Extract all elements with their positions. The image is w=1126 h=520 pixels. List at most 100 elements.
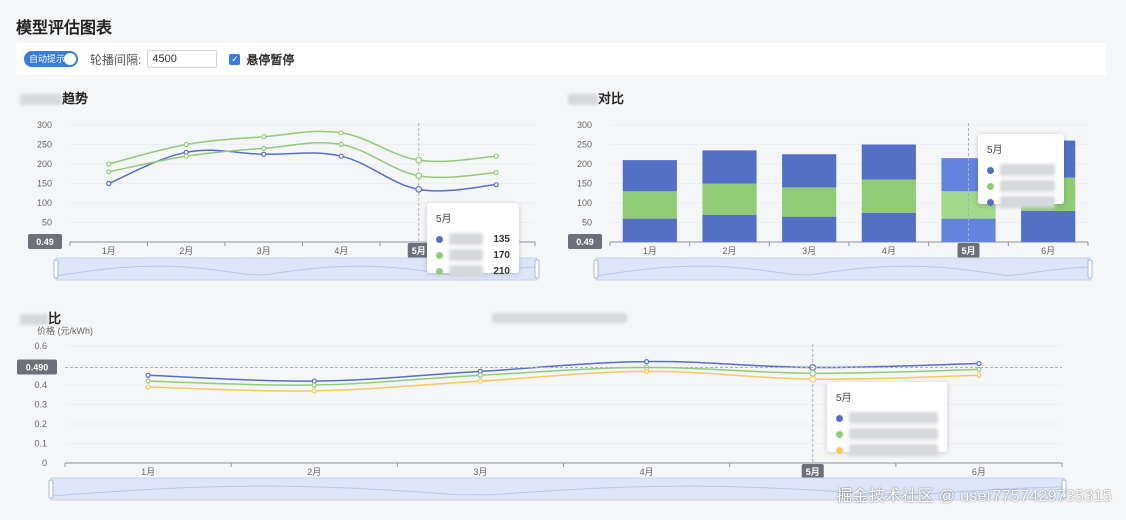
- series-line: [108, 142, 497, 179]
- tooltip-title: 5月: [987, 145, 1003, 156]
- axis-pointer-x-badge: [801, 464, 824, 479]
- y-tick-label: 0.6: [34, 341, 47, 351]
- zoom-handle-left[interactable]: [48, 479, 54, 499]
- axis-pointer-y-badge: [17, 359, 57, 375]
- price-title-text: 比: [48, 311, 62, 326]
- y-tick-label: 300: [577, 120, 592, 130]
- auto-tip-toggle[interactable]: 自动提示: [24, 51, 78, 67]
- hover-pause-label: 悬停暂停: [246, 52, 295, 67]
- y-tick-label: 300: [37, 120, 52, 130]
- data-point: [415, 172, 423, 180]
- zoom-handle-right[interactable]: [1087, 259, 1093, 279]
- price-chart-title: 比: [20, 308, 61, 327]
- tooltip-row: [987, 194, 1055, 210]
- data-point: [106, 169, 112, 175]
- bar-segment: [861, 212, 916, 242]
- y-axis-unit-label: 价格 (元/kWh): [37, 325, 93, 336]
- tooltip-series-name: [1000, 180, 1055, 192]
- tooltip-value: 170: [493, 249, 510, 261]
- x-tick-label: 2月: [722, 246, 736, 256]
- data-point: [261, 145, 267, 152]
- data-point: [493, 182, 499, 188]
- tooltip-series-name: [849, 444, 938, 456]
- data-point: [643, 358, 650, 365]
- tooltip-row: 210: [436, 263, 510, 279]
- x-tick-label: 2月: [307, 467, 321, 477]
- bar-segment: [782, 154, 837, 188]
- axis-pointer-x-badge: [957, 243, 980, 258]
- y-tick-label: 50: [582, 218, 592, 228]
- x-tick-label: 5月: [412, 246, 426, 256]
- axis-pointer-y-label: 0.49: [576, 237, 594, 247]
- data-point: [145, 378, 151, 384]
- zoom-handle-left[interactable]: [593, 259, 599, 279]
- bar-segment: [861, 144, 916, 180]
- bar-segment: [702, 214, 757, 242]
- data-point: [183, 153, 189, 159]
- data-point: [809, 375, 817, 383]
- series-dot: [987, 198, 994, 206]
- tooltip-row: 170: [436, 247, 510, 263]
- auto-tip-label: 自动提示: [29, 54, 66, 64]
- trend-tooltip: 5月 135 170 210: [427, 203, 519, 277]
- series-line: [148, 360, 979, 382]
- data-point: [643, 368, 650, 374]
- zoom-handle-left[interactable]: [53, 259, 59, 279]
- bar-segment: [1021, 210, 1076, 242]
- tooltip-row: [836, 426, 938, 442]
- y-tick-label: 50: [42, 218, 52, 228]
- trend-title-text: 趋势: [62, 91, 89, 106]
- bar-segment: [702, 183, 757, 215]
- tooltip-title: 5月: [436, 214, 452, 225]
- data-point: [493, 169, 499, 176]
- zoom-slider-preview: [50, 485, 1065, 497]
- tooltip-value: 135: [493, 233, 510, 245]
- x-tick-label: 1月: [643, 246, 657, 256]
- x-tick-label: 6月: [1041, 246, 1055, 256]
- data-point: [338, 153, 344, 159]
- tooltip-row: [836, 410, 938, 426]
- series-dot: [436, 267, 443, 275]
- data-point: [145, 372, 151, 378]
- x-tick-label: 5月: [961, 246, 975, 256]
- bar-segment: [622, 218, 677, 242]
- toolbar: 自动提示 轮播间隔: ✓ 悬停暂停: [16, 43, 1106, 75]
- y-tick-label: 150: [577, 179, 592, 189]
- interval-input[interactable]: [147, 50, 218, 68]
- data-point: [415, 185, 423, 193]
- series-dot: [436, 251, 443, 259]
- zoom-handle-right[interactable]: [534, 259, 540, 279]
- zoom-handle-right[interactable]: [1061, 479, 1067, 499]
- ratio-tooltip: 5月: [978, 134, 1064, 208]
- x-tick-label: 3月: [473, 467, 487, 477]
- x-tick-label: 5月: [806, 467, 820, 477]
- tooltip-row: [836, 442, 938, 458]
- x-tick-label: 4月: [640, 467, 654, 477]
- data-point: [145, 384, 151, 390]
- zoom-slider-track: [595, 257, 1091, 281]
- y-tick-label: 200: [37, 159, 52, 169]
- series-dot: [836, 430, 843, 438]
- data-point: [183, 141, 189, 148]
- tooltip-value: 210: [493, 265, 510, 277]
- data-point: [976, 360, 982, 367]
- trend-chart-title: 趋势: [20, 88, 88, 107]
- data-point: [106, 161, 112, 167]
- bar-segment: [782, 187, 837, 217]
- tooltip-series-name: [849, 412, 938, 424]
- data-point: [477, 378, 484, 384]
- price-legend-redacted: [492, 309, 627, 323]
- hover-pause-checkbox[interactable]: ✓: [229, 53, 241, 65]
- x-tick-label: 1月: [102, 246, 116, 256]
- x-tick-label: 3月: [802, 246, 816, 256]
- y-tick-label: 250: [37, 140, 52, 150]
- data-point: [976, 366, 982, 373]
- y-tick-label: 0.4: [34, 380, 47, 390]
- data-point: [415, 156, 423, 164]
- data-point: [493, 153, 499, 159]
- axis-pointer-y-badge: [568, 234, 602, 249]
- y-tick-label: 0: [42, 458, 47, 468]
- y-tick-label: 0.3: [34, 400, 47, 410]
- y-tick-label: 100: [577, 198, 592, 208]
- tooltip-row: [987, 178, 1055, 194]
